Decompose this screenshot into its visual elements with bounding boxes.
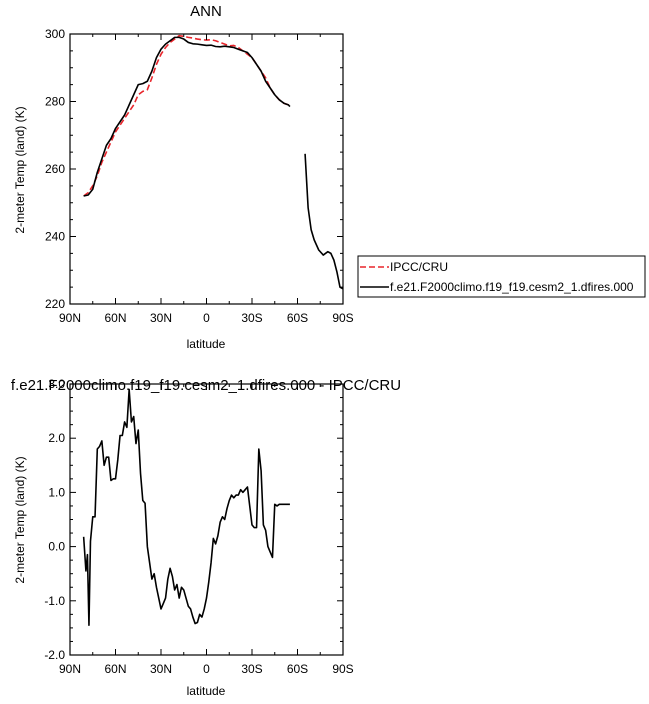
x-tick-label: 30N <box>150 662 172 676</box>
y-tick-label: 260 <box>45 162 65 176</box>
x-axis-label: latitude <box>187 337 226 351</box>
x-tick-label: 60S <box>287 311 308 325</box>
x-tick-label: 90N <box>59 662 81 676</box>
x-tick-label: 0 <box>203 662 210 676</box>
lower-panel: f.e21.F2000climo.f19_f19.cesm2_1.dfires.… <box>11 377 401 698</box>
y-tick-label: 1.0 <box>48 485 65 499</box>
series-line-0-segment-0 <box>83 34 291 197</box>
legend: IPCC/CRU f.e21.F2000climo.f19_f19.cesm2_… <box>357 255 646 298</box>
x-tick-label: 60N <box>104 662 126 676</box>
y-tick-label: -2.0 <box>44 648 65 662</box>
y-tick-label: 3.0 <box>48 377 65 391</box>
plot-frame <box>69 33 344 305</box>
chart-title: ANN <box>190 3 222 20</box>
series-line-1-segment-1 <box>304 153 344 290</box>
legend-entry-ipcc-cru: IPCC/CRU <box>390 260 448 274</box>
x-tick-label: 90N <box>59 311 81 325</box>
plot-frame <box>69 383 344 656</box>
y-tick-label: 2.0 <box>48 431 65 445</box>
x-tick-label: 60S <box>287 662 308 676</box>
y-axis-label: 2-meter Temp (land) (K) <box>13 456 27 583</box>
series-line-1-segment-0 <box>83 36 291 197</box>
x-tick-label: 90S <box>332 311 353 325</box>
series-line-0-segment-0 <box>82 388 290 626</box>
x-tick-label: 30N <box>150 311 172 325</box>
legend-entry-model: f.e21.F2000climo.f19_f19.cesm2_1.dfires.… <box>390 280 634 294</box>
y-axis-label: 2-meter Temp (land) (K) <box>13 106 27 233</box>
y-tick-label: 240 <box>45 230 65 244</box>
x-tick-label: 0 <box>203 311 210 325</box>
y-tick-label: 300 <box>45 27 65 41</box>
x-axis-label: latitude <box>187 684 226 698</box>
upper-panel: ANN latitude 2-meter Temp (land) (K) IPC… <box>13 3 646 351</box>
y-tick-label: 0.0 <box>48 540 65 554</box>
y-tick-label: 220 <box>45 297 65 311</box>
y-tick-label: -1.0 <box>44 594 65 608</box>
x-tick-label: 30S <box>241 662 262 676</box>
x-tick-label: 60N <box>104 311 126 325</box>
x-tick-label: 30S <box>241 311 262 325</box>
legend-box <box>357 255 646 298</box>
x-tick-label: 90S <box>332 662 353 676</box>
y-tick-label: 280 <box>45 95 65 109</box>
